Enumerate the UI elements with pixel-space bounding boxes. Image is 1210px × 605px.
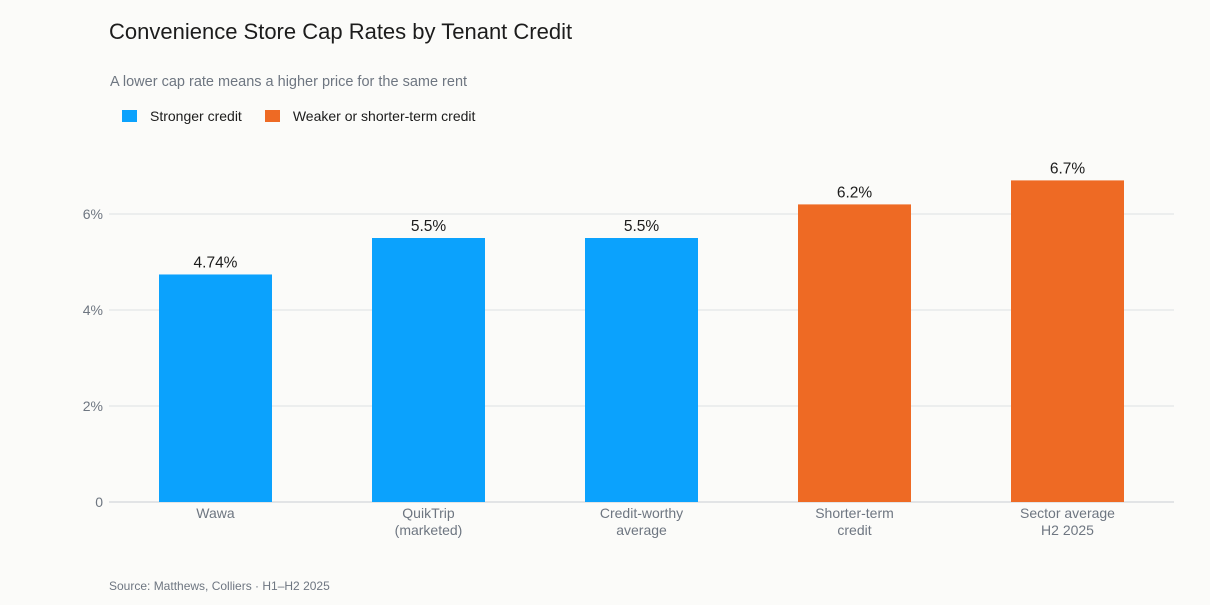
chart-source: Source: Matthews, Colliers · H1–H2 2025 [109,579,330,593]
bar-value-label: 6.7% [1050,160,1086,177]
x-tick-label: average [616,522,667,538]
x-tick-label: Shorter-term [815,505,894,521]
legend-label-stronger-credit: Stronger credit [150,108,242,124]
y-tick-label: 4% [83,302,103,318]
x-tick-label: Sector average [1020,505,1115,521]
bar [159,274,272,502]
legend-swatch-stronger-credit [122,110,137,122]
bar [1011,180,1124,502]
x-tick-label: Wawa [196,505,235,521]
x-tick-label: H2 2025 [1041,522,1094,538]
y-tick-label: 2% [83,398,103,414]
x-tick-label: credit [837,522,871,538]
x-tick-label: (marketed) [395,522,463,538]
y-tick-label: 6% [83,206,103,222]
bar [372,238,485,502]
y-tick-label: 0 [95,494,103,510]
bar-value-label: 5.5% [411,218,447,235]
legend-item-weaker-credit: Weaker or shorter-term credit [264,108,476,124]
x-tick-label: QuikTrip [402,505,455,521]
legend-item-stronger-credit: Stronger credit [122,108,242,124]
x-tick-label: Credit-worthy [600,505,683,521]
legend-label-weaker-credit: Weaker or shorter-term credit [292,108,476,124]
chart-subtitle: A lower cap rate means a higher price fo… [110,74,468,90]
bar [798,204,911,502]
bar-value-label: 6.2% [837,184,873,201]
bar-value-label: 4.74% [194,254,238,271]
bar-value-label: 5.5% [624,218,660,235]
legend-swatch-weaker-credit [264,110,280,122]
chart-title: Convenience Store Cap Rates by Tenant Cr… [109,19,573,44]
chart-legend: Stronger credit Weaker or shorter-term c… [122,108,498,124]
bar [585,238,698,502]
